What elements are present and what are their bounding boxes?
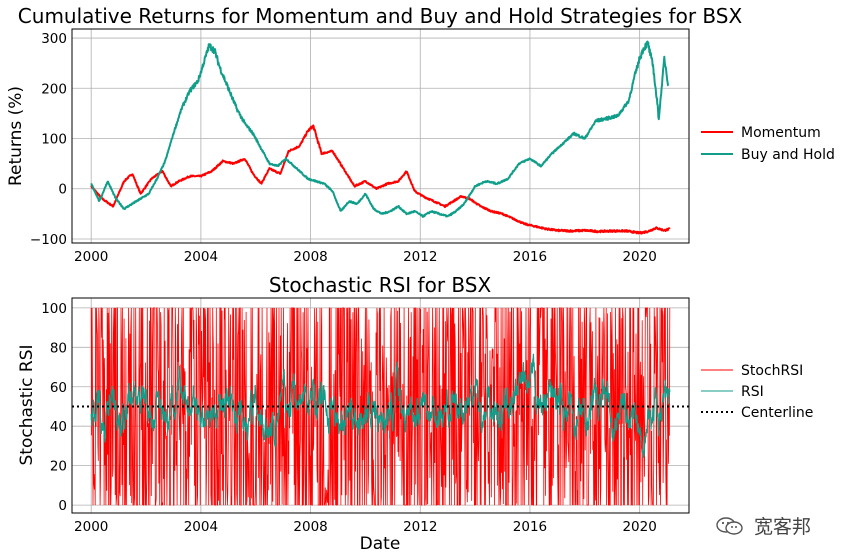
- returns-series: [90, 40, 671, 235]
- stochrsi-chart: Stochastic RSI for BSX 2000 2004 2008 2012 2…: [17, 273, 813, 554]
- returns-y-axis: −100 0 100 200 300: [30, 31, 67, 248]
- returns-plot-frame: [71, 28, 690, 244]
- returns-y-tick-label: −100: [30, 232, 67, 248]
- returns-y-tick-label: 100: [41, 132, 67, 148]
- wechat-icon: [716, 516, 744, 536]
- stochrsi-x-axis-label: Date: [360, 534, 401, 554]
- returns-x-axis: 2000 2004 2008 2012 2016 2020: [74, 249, 657, 265]
- stochrsi-y-tick-label: 100: [41, 301, 67, 317]
- returns-y-tick-label: 0: [58, 182, 67, 198]
- stochrsi-y-axis: 0 20 40 60 80 100: [41, 301, 67, 514]
- stochrsi-y-tick-label: 60: [50, 380, 67, 396]
- series-line-stochrsi: [90, 307, 671, 507]
- stochrsi-y-tick-label: 0: [58, 498, 67, 514]
- stochrsi-x-tick-label: 2016: [513, 519, 547, 535]
- stochrsi-chart-title: Stochastic RSI for BSX: [269, 273, 492, 297]
- stochrsi-x-axis: 2000 2004 2008 2012 2016 2020: [74, 519, 657, 535]
- stochrsi-y-tick-label: 40: [50, 419, 67, 435]
- returns-y-tick-label: 300: [41, 31, 67, 47]
- watermark: 宽客邦: [716, 512, 836, 538]
- stochrsi-x-tick-label: 2020: [622, 519, 656, 535]
- returns-x-tick-label: 2016: [513, 249, 547, 265]
- returns-x-tick-label: 2000: [74, 249, 108, 265]
- stochrsi-y-axis-label: Stochastic RSI: [17, 344, 37, 465]
- returns-grid: [72, 29, 689, 243]
- returns-y-tick-label: 200: [41, 81, 67, 97]
- legend-label-momentum: Momentum: [741, 125, 821, 141]
- returns-chart: Cumulative Returns for Momentum and Buy …: [6, 4, 835, 265]
- stochrsi-x-tick-label: 2000: [74, 519, 108, 535]
- stochrsi-x-tick-label: 2008: [293, 519, 327, 535]
- legend-label-stochrsi: StochRSI: [741, 363, 803, 379]
- returns-chart-title: Cumulative Returns for Momentum and Buy …: [18, 4, 743, 28]
- legend-label-rsi: RSI: [741, 384, 764, 400]
- stochrsi-series: [72, 307, 689, 507]
- returns-y-axis-label: Returns (%): [6, 86, 26, 186]
- legend-label-centerline: Centerline: [741, 405, 813, 421]
- stochrsi-x-tick-label: 2012: [403, 519, 437, 535]
- stochrsi-plot-frame: [71, 297, 690, 514]
- returns-x-tick-label: 2020: [622, 249, 656, 265]
- returns-x-tick-label: 2012: [403, 249, 437, 265]
- series-line-buy-and-hold: [90, 40, 670, 218]
- series-line-momentum: [90, 124, 671, 235]
- stochrsi-y-tick-label: 20: [50, 459, 67, 475]
- stochrsi-legend: StochRSI RSI Centerline: [701, 363, 813, 421]
- watermark-text: 宽客邦: [754, 516, 812, 538]
- legend-label-buy-and-hold: Buy and Hold: [741, 147, 835, 163]
- returns-x-tick-label: 2004: [184, 249, 218, 265]
- returns-legend: Momentum Buy and Hold: [701, 125, 835, 163]
- stochrsi-y-tick-label: 80: [50, 340, 67, 356]
- stochrsi-x-tick-label: 2004: [184, 519, 218, 535]
- returns-x-tick-label: 2008: [293, 249, 327, 265]
